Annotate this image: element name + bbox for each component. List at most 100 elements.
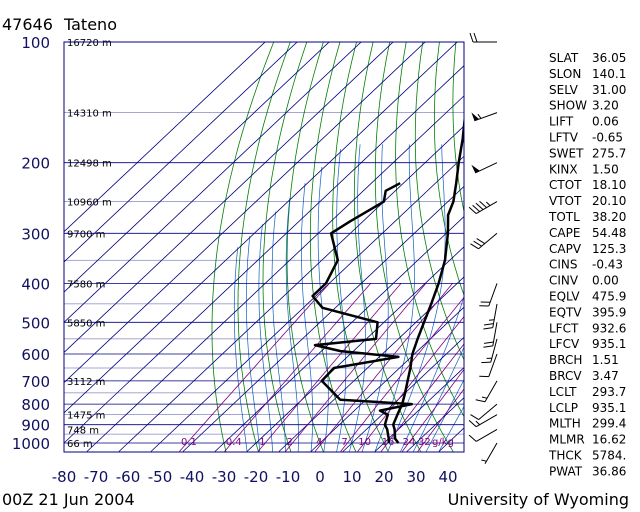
- isotherm-line: [64, 42, 298, 263]
- moist-adiabat-line: [271, 211, 286, 452]
- index-label: BRCH: [549, 353, 582, 367]
- mixing-ratio-labels: 0.1 0.4 1 2 4 7 10 16 24 32 g/kg: [181, 437, 454, 448]
- mixing-ratio-label: 0.4: [226, 437, 242, 448]
- isotherm-line: [214, 216, 464, 452]
- height-label: 7580 m: [67, 279, 105, 290]
- wind-barb: [481, 338, 498, 364]
- height-label: 1475 m: [67, 411, 105, 422]
- index-value: 293.7: [592, 385, 626, 399]
- temperature-tick-label: 40: [438, 468, 457, 486]
- index-label: TOTL: [548, 210, 580, 224]
- mixing-ratio-label: 0.1: [181, 437, 197, 448]
- temperature-tick-label: -70: [84, 468, 109, 486]
- pressure-tick-label: 900: [21, 417, 50, 435]
- index-value: 20.10: [592, 194, 626, 208]
- wind-barb: [469, 32, 497, 43]
- isotherm-line: [310, 306, 464, 452]
- isotherm-line: [342, 336, 464, 452]
- moist-adiabat-line: [233, 247, 248, 452]
- index-value: 932.6: [592, 321, 626, 335]
- height-label: 14310 m: [67, 109, 112, 120]
- temperature-axis: -80 -70 -60 -50 -40 -30 -20 -10 0 10 20 30 40: [52, 468, 458, 486]
- wind-barbs: [468, 32, 498, 465]
- mixing-ratio-line: [314, 283, 453, 452]
- wind-barb: [483, 303, 498, 330]
- index-label: THCK: [548, 449, 583, 463]
- index-label: LFCT: [549, 321, 579, 335]
- index-label: PWAT: [549, 464, 583, 478]
- moist-adiabat-line: [400, 295, 464, 452]
- height-labels: 16720 m 14310 m 12498 m 10960 m 9700 m 7580 m…: [67, 38, 112, 450]
- moist-adiabat-line: [349, 144, 366, 452]
- temperature-tick-label: -10: [276, 468, 301, 486]
- time-label: 00Z 21 Jun 2004: [2, 490, 135, 509]
- index-label: EQLV: [549, 290, 580, 304]
- index-value: 0.00: [592, 274, 619, 288]
- index-value: 31.00: [592, 83, 626, 97]
- credit-label: University of Wyoming: [448, 490, 629, 509]
- index-label: VTOT: [549, 194, 582, 208]
- height-label: 9700 m: [67, 229, 105, 240]
- dry-adiabat-line: [414, 42, 464, 361]
- pressure-tick-label: 300: [21, 225, 50, 243]
- pressure-tick-label: 600: [21, 346, 50, 364]
- mixing-ratio-label: 4: [316, 437, 322, 448]
- index-value: 0.06: [592, 115, 619, 129]
- index-value: 16.62: [592, 433, 626, 447]
- pressure-tick-label: 1000: [12, 435, 50, 453]
- index-label: SLAT: [549, 51, 579, 65]
- station-id: 47646: [2, 15, 53, 34]
- temperature-tick-label: -40: [180, 468, 205, 486]
- sounding-traces: [311, 113, 464, 444]
- index-label: MLTH: [549, 417, 581, 431]
- temperature-tick-label: -50: [148, 468, 173, 486]
- mixing-ratio-line: [257, 283, 402, 452]
- index-label: CTOT: [549, 178, 582, 192]
- isotherm-line: [64, 65, 464, 444]
- index-label: EQTV: [549, 305, 582, 319]
- temperature-tick-label: -20: [244, 468, 269, 486]
- index-label: LCLT: [549, 385, 577, 399]
- stability-indices: SLAT 36.05 SLON 140.1 SELV 31.00 SHOW 3.20 LIFT 0…: [548, 51, 626, 478]
- temperature-tick-label: 30: [406, 468, 425, 486]
- index-value: 5784.: [592, 449, 626, 463]
- index-label: LIFT: [549, 115, 574, 129]
- index-value: 36.05: [592, 51, 626, 65]
- isotherm-line: [278, 276, 464, 452]
- index-value: 1.50: [592, 162, 619, 176]
- index-label: CINV: [549, 274, 579, 288]
- mixing-ratio-label: 1: [259, 437, 265, 448]
- temperature-tick-label: -60: [116, 468, 141, 486]
- dry-adiabat-line: [332, 42, 389, 452]
- index-value: 18.10: [592, 178, 626, 192]
- isotherm-line: [64, 42, 458, 414]
- index-value: 395.9: [592, 305, 626, 319]
- height-label: 3112 m: [67, 377, 105, 388]
- index-label: SLON: [549, 67, 581, 81]
- index-value: 3.47: [592, 369, 619, 383]
- index-value: 1.51: [592, 353, 619, 367]
- height-label: 5850 m: [67, 318, 105, 329]
- wind-barb: [471, 112, 498, 122]
- index-value: 38.20: [592, 210, 626, 224]
- mixing-ratio-line: [179, 283, 330, 452]
- index-label: SELV: [549, 83, 579, 97]
- moist-adiabat-line: [425, 379, 464, 452]
- isotherm-line: [118, 125, 464, 452]
- index-label: CAPE: [549, 226, 580, 240]
- index-label: LFCV: [549, 337, 580, 351]
- wind-barb: [479, 353, 498, 378]
- isotherm-line: [64, 42, 266, 233]
- index-value: 54.48: [592, 226, 626, 240]
- dewpoint-trace: [311, 182, 414, 444]
- moist-adiabat-line: [413, 346, 464, 452]
- index-label: KINX: [549, 162, 578, 176]
- mixing-ratio-line: [401, 368, 464, 452]
- dry-adiabat-line: [374, 42, 454, 452]
- wind-barb: [479, 283, 498, 307]
- index-value: 275.7: [592, 146, 626, 160]
- mixing-ratio-label: 32: [418, 437, 431, 448]
- isotherm-line: [374, 366, 464, 452]
- wind-barb: [475, 380, 498, 403]
